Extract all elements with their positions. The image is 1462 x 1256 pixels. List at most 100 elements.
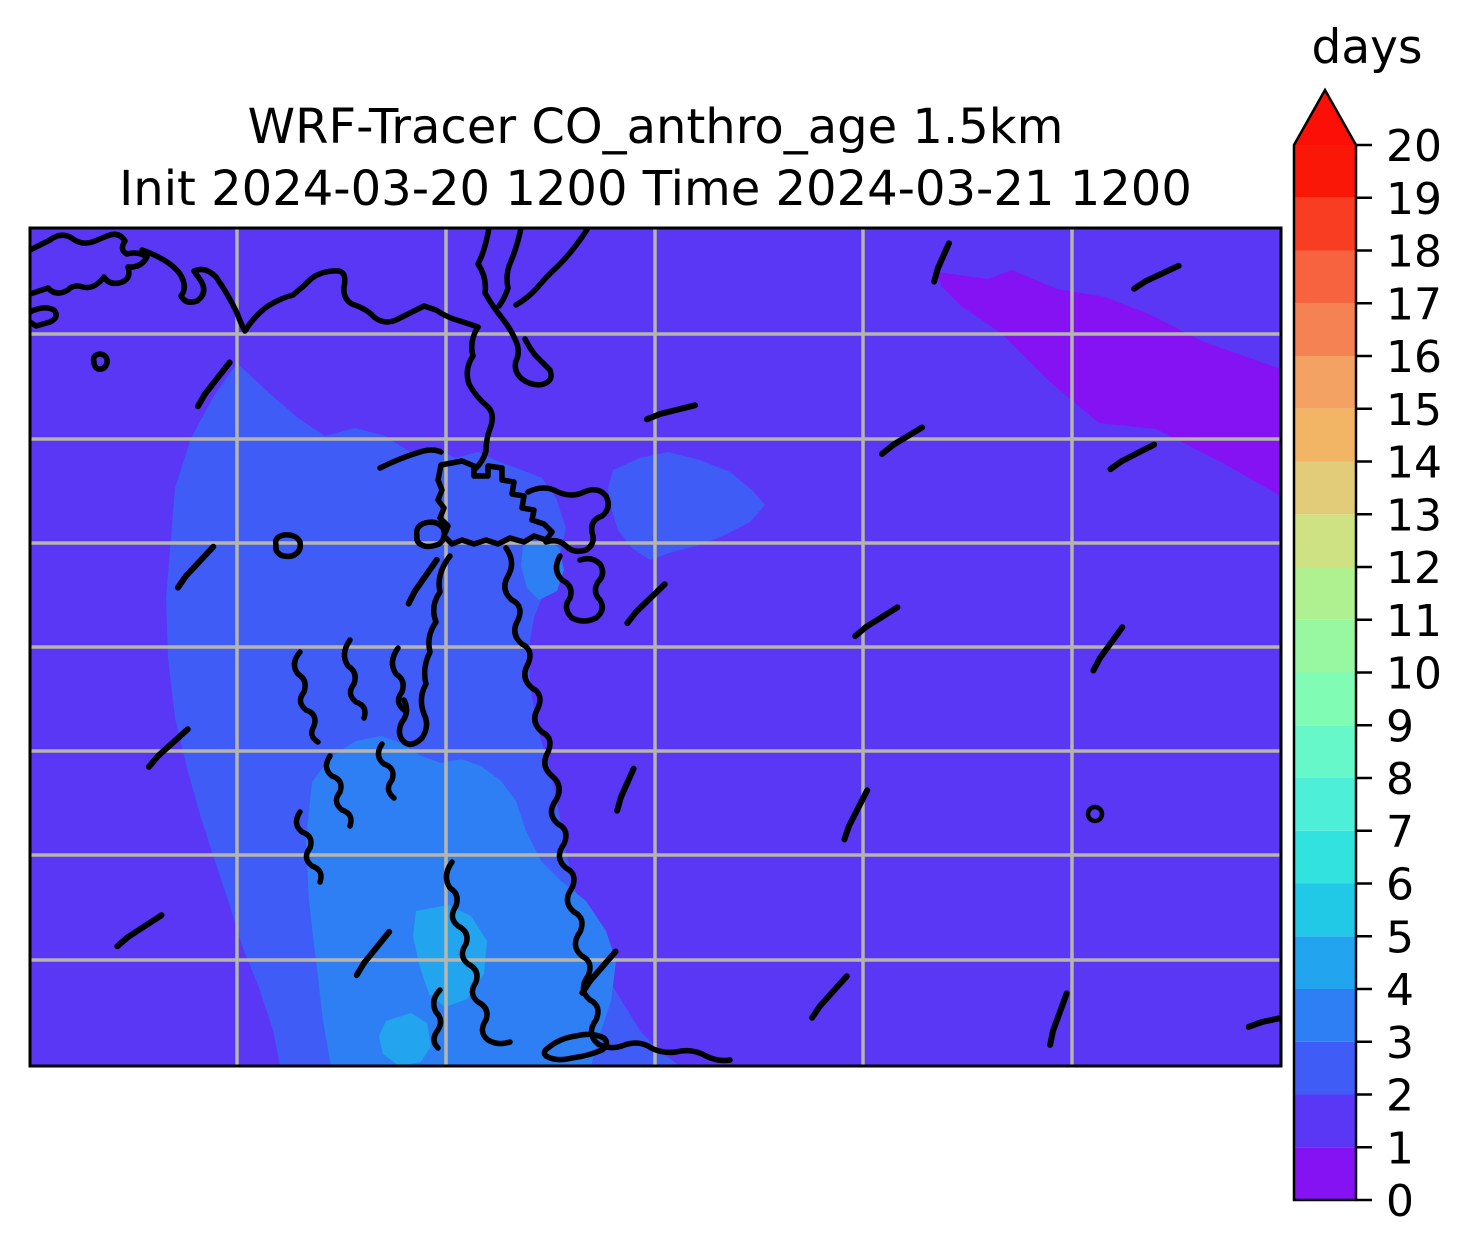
colorbar-segment-15-16: [1294, 356, 1356, 409]
colorbar-tick-label: 8: [1386, 754, 1414, 805]
colorbar-segment-3-4: [1294, 989, 1356, 1042]
colorbar-tick-label: 20: [1386, 121, 1442, 172]
coastlines: [30, 228, 733, 1064]
wind-barbs: [114, 240, 1281, 1048]
colorbar-tick-label: 4: [1386, 965, 1414, 1016]
coastline-path: [525, 485, 611, 555]
colorbar-segment-1-2: [1294, 1094, 1356, 1148]
colorbar-tick-label: 13: [1386, 490, 1442, 541]
coastline-path: [502, 545, 555, 779]
colorbar-tick-label: 16: [1386, 332, 1442, 383]
coastline-path: [30, 305, 59, 329]
colorbar-tick-label: 2: [1386, 1071, 1414, 1122]
colorbar-segment-6-7: [1294, 830, 1356, 884]
coastline-path: [548, 773, 733, 1064]
colorbar-tick-label: 15: [1386, 385, 1442, 436]
wind-barb-icon: [194, 359, 233, 410]
coastline-path: [443, 859, 513, 1047]
region-4-5: [379, 1013, 431, 1066]
colorbar-tick-label: 0: [1386, 1176, 1414, 1227]
coastline-path: [30, 231, 150, 297]
colorbar-units-label: days: [1311, 20, 1423, 75]
region-3-4: [306, 736, 616, 1066]
map-gridlines: [30, 228, 1281, 1066]
coastline-path: [272, 532, 304, 560]
colorbar-tick-label: 14: [1386, 438, 1442, 489]
wind-barb-icon: [579, 948, 619, 996]
coastline-path: [553, 553, 606, 624]
wind-barb-icon: [174, 543, 217, 591]
coastline-path: [375, 741, 397, 801]
plot-title: WRF-Tracer CO_anthro_age 1.5km Init 2024…: [30, 96, 1281, 220]
colorbar-extend-arrow: [1294, 90, 1356, 145]
colorbar-segment-7-8: [1294, 778, 1356, 831]
colorbar-segment-13-14: [1294, 461, 1356, 515]
wind-barb-icon: [852, 604, 901, 640]
coastline-path: [541, 1031, 610, 1063]
colorbar-segment-4-5: [1294, 936, 1356, 989]
map-frame: [28, 226, 1283, 1068]
colorbar-segment-19-20: [1294, 145, 1356, 198]
coastline-path: [341, 637, 368, 721]
coastline-path: [139, 247, 481, 334]
colorbar-segment-11-12: [1294, 567, 1356, 620]
colorbar-tick-label: 17: [1386, 279, 1442, 330]
colorbar-tick-label: 12: [1386, 543, 1442, 594]
wind-barb-icon: [114, 912, 165, 950]
coastline-path: [293, 809, 324, 885]
wind-barb-icon: [879, 424, 926, 457]
colorbar-tick-label: 1: [1386, 1123, 1414, 1174]
colorbar-tick-label: 5: [1386, 912, 1414, 963]
wind-barb-icon: [643, 402, 698, 423]
coastline-path: [464, 324, 496, 472]
colorbar-segment-12-13: [1294, 514, 1356, 567]
colorbar-segment-16-17: [1294, 303, 1356, 356]
wind-barb-icon: [405, 556, 440, 607]
colorbar-tick-label: 6: [1386, 860, 1414, 911]
colorbar-tick-label: 9: [1386, 701, 1414, 752]
wind-barb-icon: [1047, 990, 1070, 1048]
wind-barb-icon: [614, 765, 637, 814]
wind-barb-icon: [145, 726, 191, 770]
coastline-path: [431, 987, 444, 1051]
colorbar-tick-label: 11: [1386, 596, 1442, 647]
coastline-path: [475, 228, 554, 388]
colorbar-tick-label: 19: [1386, 174, 1442, 225]
coastline-path: [377, 447, 444, 471]
coastline-path: [90, 351, 110, 372]
colorbar-segment-14-15: [1294, 408, 1356, 462]
colorbar-segment-9-10: [1294, 672, 1356, 726]
colorbar-segment-8-9: [1294, 725, 1356, 778]
colorbar-segment-5-6: [1294, 883, 1356, 937]
colorbar-segment-0-1: [1294, 1147, 1356, 1200]
coastline-path: [323, 753, 354, 829]
wind-barb-icon: [1107, 441, 1158, 473]
colorbar-tick-label: 3: [1386, 1018, 1414, 1069]
colorbar-segment-17-18: [1294, 250, 1356, 304]
wind-barb-icon: [1245, 1014, 1281, 1030]
coastline-path: [291, 649, 321, 745]
colorbar-tick-label: 7: [1386, 807, 1414, 858]
wind-barb-icon: [1090, 624, 1126, 674]
region-4-5: [413, 905, 487, 1007]
coastline-path: [389, 645, 407, 713]
wind-barb-icon: [841, 787, 871, 843]
coastline-path: [396, 553, 453, 747]
wind-barb-icon: [1131, 262, 1182, 292]
colorbar-segment-18-19: [1294, 197, 1356, 251]
colorbar-segment-10-11: [1294, 619, 1356, 673]
colorbar-tick-label: 18: [1386, 227, 1442, 278]
coastline-path: [513, 228, 591, 308]
plot-title-line1: WRF-Tracer CO_anthro_age 1.5km: [247, 99, 1064, 155]
colorbar-segment-2-3: [1294, 1041, 1356, 1095]
wind-barb-icon: [624, 581, 668, 627]
region-2-3: [608, 452, 765, 560]
coastline-path: [413, 519, 448, 550]
wind-barb-icon: [931, 240, 952, 285]
coastline-path: [496, 228, 524, 309]
wind-barb-icon: [809, 973, 850, 1021]
region-3-4: [521, 538, 564, 600]
colorbar-outline: [1292, 87, 1358, 1202]
